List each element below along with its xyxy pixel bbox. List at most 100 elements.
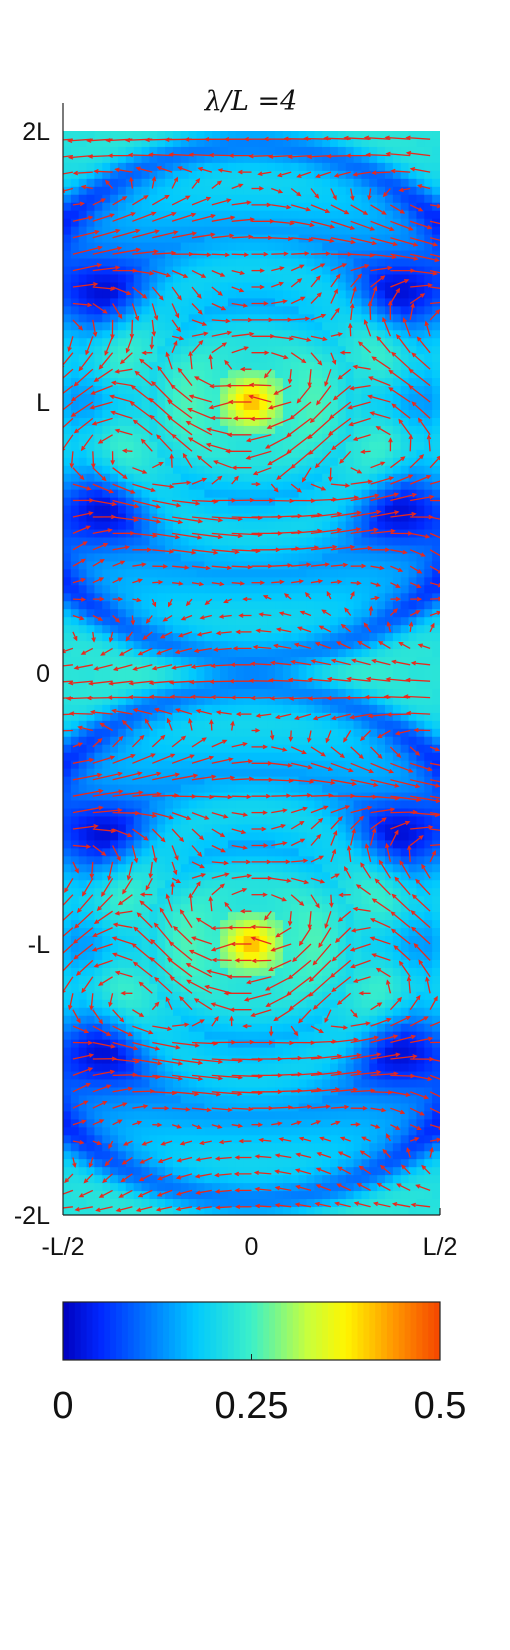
heatmap-cell xyxy=(125,665,135,674)
heatmap-cell xyxy=(267,409,276,419)
heatmap-cell xyxy=(337,784,347,794)
heatmap-cell xyxy=(204,760,213,770)
heatmap-cell xyxy=(322,170,331,180)
heatmap-cell xyxy=(251,1007,260,1017)
heatmap-cell xyxy=(172,338,182,347)
heatmap-cell xyxy=(235,314,245,323)
heatmap-cell xyxy=(306,641,315,650)
heatmap-cell xyxy=(298,290,308,299)
heatmap-cell xyxy=(290,959,300,969)
heatmap-cell xyxy=(125,1007,135,1017)
heatmap-cell xyxy=(330,928,339,937)
heatmap-cell xyxy=(259,409,268,419)
heatmap-cell xyxy=(86,1167,96,1176)
heatmap-cell xyxy=(172,226,182,236)
heatmap-cell xyxy=(322,856,331,865)
heatmap-cell xyxy=(78,258,88,268)
heatmap-cell xyxy=(267,688,276,698)
heatmap-cell xyxy=(70,728,80,738)
heatmap-cell xyxy=(78,784,88,794)
heatmap-cell xyxy=(290,370,300,379)
heatmap-cell xyxy=(204,593,213,602)
heatmap-cell xyxy=(157,370,166,379)
heatmap-cell xyxy=(212,569,221,578)
heatmap-cell xyxy=(165,274,174,284)
heatmap-cell xyxy=(330,1071,339,1081)
heatmap-cell xyxy=(125,641,135,650)
heatmap-cell xyxy=(243,242,253,252)
heatmap-cell xyxy=(165,904,174,913)
heatmap-cell xyxy=(133,856,143,865)
heatmap-cell xyxy=(267,481,276,491)
heatmap-cell xyxy=(188,633,198,642)
heatmap-cell xyxy=(235,736,245,746)
heatmap-cell xyxy=(196,712,205,722)
heatmap-cell xyxy=(165,489,174,499)
heatmap-cell xyxy=(133,553,143,563)
heatmap-cell xyxy=(282,433,292,443)
heatmap-cell xyxy=(133,194,143,204)
heatmap-cell xyxy=(267,760,276,770)
heatmap-cell xyxy=(78,146,88,156)
heatmap-cell xyxy=(141,688,150,698)
heatmap-cell xyxy=(141,226,150,236)
heatmap-cell xyxy=(282,394,292,403)
heatmap-cell xyxy=(70,433,80,443)
heatmap-cell xyxy=(196,1159,205,1168)
heatmap-cell xyxy=(267,170,276,180)
heatmap-cell xyxy=(125,928,135,937)
heatmap-cell xyxy=(165,362,174,371)
heatmap-cell xyxy=(78,330,88,339)
heatmap-cell xyxy=(243,1079,253,1089)
heatmap-cell xyxy=(259,505,268,515)
heatmap-cell xyxy=(314,665,323,674)
heatmap-cell xyxy=(165,760,174,770)
heatmap-cell xyxy=(133,840,143,849)
heatmap-cell xyxy=(227,1183,237,1192)
heatmap-cell xyxy=(196,1047,205,1057)
heatmap-cell xyxy=(180,1151,190,1160)
heatmap-cell xyxy=(212,649,221,658)
heatmap-cell xyxy=(290,553,300,563)
heatmap-cell xyxy=(275,505,284,515)
heatmap-cell xyxy=(94,792,103,802)
heatmap-cell xyxy=(298,673,308,682)
heatmap-cell xyxy=(78,920,88,929)
heatmap-cell xyxy=(204,888,213,897)
heatmap-cell xyxy=(141,162,150,172)
heatmap-cell xyxy=(290,417,300,427)
heatmap-cell xyxy=(165,975,174,985)
heatmap-cell xyxy=(70,290,80,299)
heatmap-cell xyxy=(330,959,339,969)
heatmap-cell xyxy=(251,242,260,252)
heatmap-cell xyxy=(86,378,96,387)
heatmap-cell xyxy=(157,601,166,610)
heatmap-cell xyxy=(149,768,158,778)
heatmap-cell xyxy=(165,673,174,682)
heatmap-cell xyxy=(267,537,276,547)
heatmap-cell xyxy=(63,728,72,738)
heatmap-cell xyxy=(180,521,190,531)
heatmap-cell xyxy=(196,465,205,475)
heatmap-cell xyxy=(188,959,198,969)
heatmap-cell xyxy=(196,489,205,499)
heatmap-cell xyxy=(322,386,331,395)
heatmap-cell xyxy=(259,784,268,794)
heatmap-cell xyxy=(220,680,229,690)
heatmap-cell xyxy=(220,545,229,555)
heatmap-cell xyxy=(149,1191,158,1200)
heatmap-cell xyxy=(306,473,315,483)
heatmap-cell xyxy=(141,537,150,547)
heatmap-cell xyxy=(259,601,268,610)
heatmap-cell xyxy=(298,1079,308,1089)
heatmap-cell xyxy=(337,378,347,387)
heatmap-cell xyxy=(345,649,355,658)
heatmap-cell xyxy=(235,593,245,602)
heatmap-cell xyxy=(133,848,143,857)
heatmap-cell xyxy=(267,433,276,443)
heatmap-cell xyxy=(345,290,355,299)
heatmap-cell xyxy=(70,537,80,547)
heatmap-cell xyxy=(251,1111,260,1120)
heatmap-cell xyxy=(165,425,174,435)
heatmap-cell xyxy=(180,1047,190,1057)
